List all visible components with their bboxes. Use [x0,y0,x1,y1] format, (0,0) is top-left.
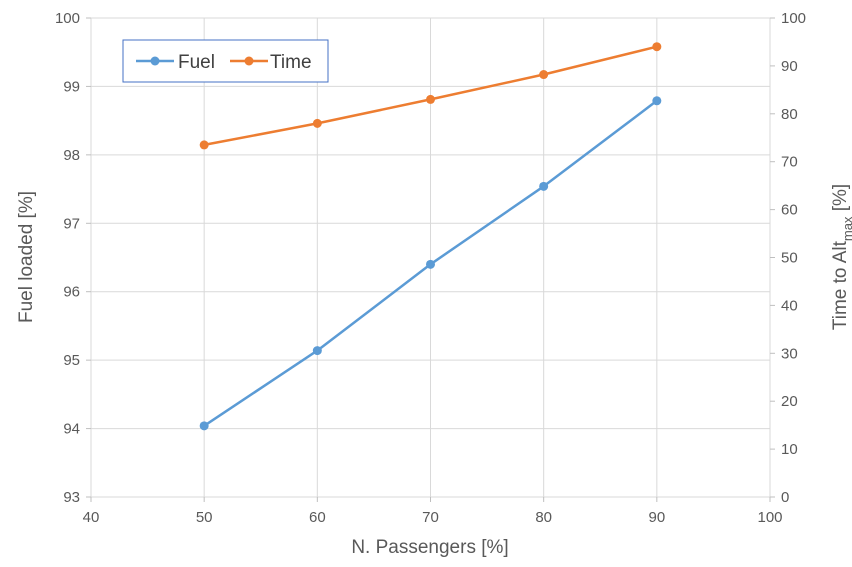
point-time-50 [199,140,209,150]
x-tick-label-60: 60 [309,509,326,526]
series-layer [199,42,662,431]
point-time-70 [426,94,435,104]
x-tick-label-40: 40 [83,509,100,526]
right-tick-label-80: 80 [781,106,798,123]
x-axis-title: N. Passengers [%] [351,537,508,558]
left-tick-label-98: 98 [63,147,80,164]
point-time-60 [312,118,322,128]
x-tick-label-50: 50 [196,509,213,526]
legend-item-time: Time [230,52,312,73]
x-tick-label-70: 70 [422,509,439,526]
legend: Fuel Time [122,39,329,83]
left-tick-label-96: 96 [63,284,80,301]
right-tick-label-0: 0 [781,489,789,506]
right-axis-ticks: 0 10 20 30 40 50 60 70 80 90 100 [770,10,806,506]
legend-item-fuel: Fuel [136,52,215,73]
right-tick-label-90: 90 [781,58,798,75]
right-tick-label-10: 10 [781,441,798,458]
right-tick-label-100: 100 [781,10,806,27]
left-tick-label-93: 93 [63,489,80,506]
x-tick-label-80: 80 [535,509,552,526]
y-axis-title: Fuel loaded [%] [16,191,37,323]
x-tick-label-100: 100 [757,509,782,526]
x-tick-label-90: 90 [648,509,665,526]
y2-axis-title-main: Time to Alt [830,240,851,330]
point-fuel-50 [199,421,209,431]
left-tick-label-95: 95 [63,352,80,369]
point-fuel-60 [312,346,322,356]
grid [90,17,771,498]
legend-label-time: Time [270,52,312,73]
left-tick-label-94: 94 [63,421,80,438]
right-tick-label-30: 30 [781,345,798,362]
y2-axis-title: Time to Altmax [%] [830,184,852,330]
right-tick-label-70: 70 [781,154,798,171]
point-time-80 [539,70,549,80]
y2-axis-title-sub: max [840,216,852,241]
left-axis-ticks: 93 94 95 96 97 98 99 100 [55,10,91,506]
left-tick-label-99: 99 [63,78,80,95]
point-time-90 [652,42,662,52]
legend-marker-time [244,56,254,66]
right-tick-label-60: 60 [781,202,798,219]
point-fuel-80 [539,181,549,191]
y2-axis-title-suffix: [%] [830,184,851,217]
point-fuel-70 [426,259,435,269]
right-tick-label-50: 50 [781,250,798,267]
right-tick-label-40: 40 [781,297,798,314]
point-fuel-90 [652,96,662,106]
legend-label-fuel: Fuel [178,52,215,73]
right-tick-label-20: 20 [781,393,798,410]
left-tick-label-100: 100 [55,10,80,27]
left-tick-label-97: 97 [63,215,80,232]
x-axis-ticks: 40 50 60 70 80 90 100 [83,497,783,526]
legend-marker-fuel [150,56,160,66]
